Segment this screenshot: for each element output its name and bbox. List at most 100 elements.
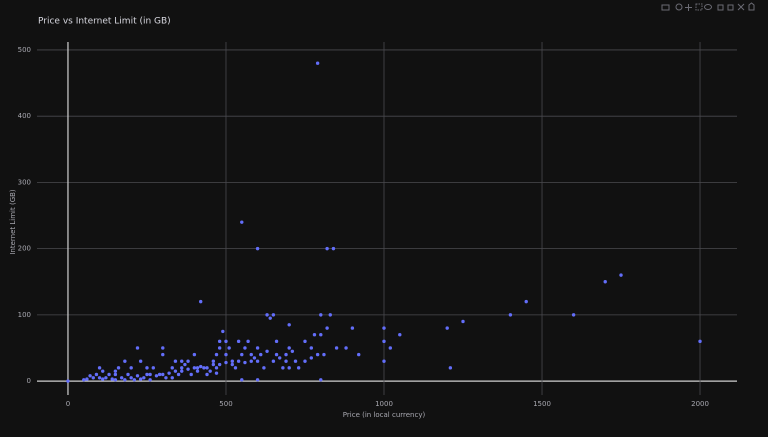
reset-icon[interactable]	[748, 2, 755, 11]
point	[180, 366, 184, 370]
x-tick-label: 1500	[533, 400, 551, 408]
lasso-icon[interactable]	[704, 4, 712, 10]
point	[274, 352, 279, 357]
point	[170, 366, 174, 370]
point	[82, 378, 86, 382]
point	[382, 339, 386, 344]
point	[315, 352, 320, 357]
point	[262, 366, 266, 370]
point	[186, 359, 190, 363]
point	[97, 366, 102, 370]
point	[287, 346, 291, 350]
point	[173, 359, 178, 363]
point	[154, 374, 159, 378]
point	[224, 352, 228, 357]
zoom-icon[interactable]	[675, 3, 683, 11]
point	[240, 220, 244, 224]
point	[344, 346, 348, 350]
camera-icon[interactable]	[661, 4, 670, 11]
x-tick-label: 2000	[691, 400, 709, 408]
point	[176, 372, 181, 377]
zoom-out-icon[interactable]	[727, 4, 734, 11]
point	[303, 359, 307, 363]
point	[698, 339, 702, 344]
pan-icon[interactable]	[685, 4, 692, 11]
point	[205, 366, 209, 370]
autoscale-icon[interactable]	[737, 3, 745, 11]
point	[85, 377, 89, 381]
point	[271, 359, 276, 363]
modebar[interactable]	[661, 2, 755, 11]
point	[129, 366, 133, 370]
point	[290, 349, 295, 353]
point	[284, 352, 288, 357]
point	[246, 339, 250, 344]
point	[126, 372, 130, 377]
point	[145, 366, 149, 370]
point	[230, 359, 235, 363]
point	[296, 366, 301, 370]
point	[148, 372, 152, 377]
point	[398, 333, 402, 337]
point	[315, 61, 320, 65]
point	[328, 313, 332, 317]
point	[113, 378, 118, 382]
point	[325, 246, 329, 251]
point	[252, 356, 257, 360]
point	[240, 352, 244, 357]
point	[278, 356, 282, 360]
point	[211, 359, 216, 363]
point	[217, 362, 222, 367]
point	[135, 346, 140, 350]
point	[180, 359, 184, 363]
point	[161, 352, 165, 357]
point	[183, 362, 187, 367]
point	[135, 374, 140, 378]
point	[281, 366, 285, 370]
point	[138, 377, 143, 381]
point	[331, 246, 336, 251]
point	[334, 346, 339, 350]
point	[357, 352, 361, 357]
point	[167, 371, 171, 375]
point	[148, 378, 152, 382]
point	[217, 339, 222, 344]
point	[217, 346, 222, 350]
point	[271, 313, 276, 317]
point	[195, 369, 200, 373]
point	[448, 366, 453, 370]
point	[461, 319, 465, 324]
point	[138, 359, 143, 363]
zoom-in-icon[interactable]	[717, 4, 724, 11]
point	[170, 376, 174, 380]
point	[145, 372, 149, 377]
point	[265, 313, 269, 317]
point	[101, 377, 105, 381]
y-axis-title: Internet Limit (GB)	[9, 189, 17, 255]
x-tick-label: 1000	[375, 400, 393, 408]
point	[524, 299, 528, 304]
point	[322, 352, 326, 357]
point	[132, 378, 137, 382]
point	[224, 339, 228, 344]
point	[255, 359, 260, 363]
point	[202, 366, 206, 370]
box-select-icon[interactable]	[695, 3, 703, 11]
y-tick-label: 100	[18, 311, 31, 319]
point	[284, 359, 288, 363]
point	[192, 352, 197, 357]
point	[195, 366, 200, 370]
point	[243, 360, 247, 365]
point	[268, 316, 272, 320]
point	[66, 379, 70, 383]
point	[214, 352, 219, 357]
point	[382, 326, 386, 330]
point	[113, 372, 118, 377]
point	[319, 378, 323, 382]
point	[287, 323, 291, 327]
point	[157, 372, 162, 377]
point	[319, 333, 323, 337]
point	[161, 372, 165, 377]
point	[255, 378, 260, 382]
